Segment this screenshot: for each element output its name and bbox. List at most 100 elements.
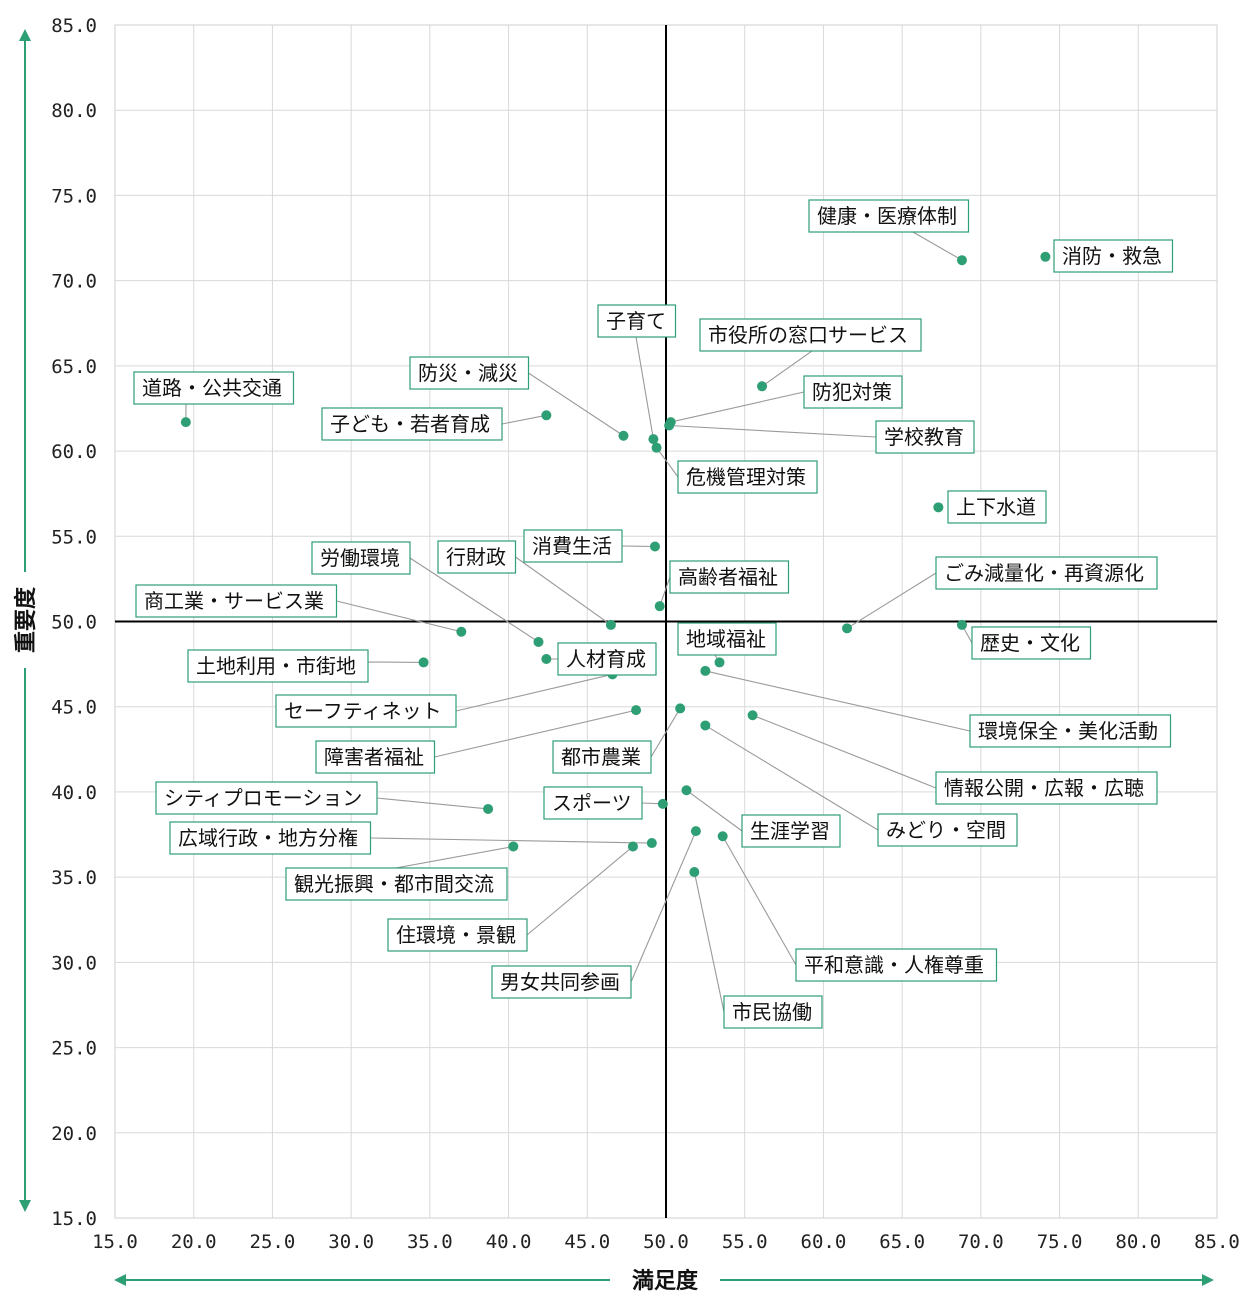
data-point <box>654 601 665 612</box>
leader-line <box>686 789 743 832</box>
leader-line <box>669 424 877 438</box>
data-point <box>649 541 660 552</box>
x-tick-label: 80.0 <box>1115 1231 1161 1253</box>
point-label-box <box>875 420 975 454</box>
point-label-box <box>877 813 1018 847</box>
point-label-box <box>437 540 517 574</box>
data-point <box>681 785 692 796</box>
point-label: 労働環境 <box>320 546 400 570</box>
y-tick-label: 65.0 <box>51 356 97 378</box>
data-points <box>180 251 1051 878</box>
point-label-box <box>135 584 338 618</box>
point-label-box <box>321 407 503 441</box>
point-label-box <box>969 714 1172 748</box>
x-tick-label: 25.0 <box>250 1231 296 1253</box>
point-label-box <box>155 781 378 815</box>
point-label: 歴史・文化 <box>980 631 1080 655</box>
data-point <box>842 623 853 634</box>
point-label-box <box>315 740 436 774</box>
y-tick-label: 35.0 <box>51 867 97 889</box>
leader-line <box>635 321 654 440</box>
point-label: 障害者福祉 <box>324 745 424 769</box>
point-label: 道路・公共交通 <box>142 376 282 400</box>
point-label-box <box>552 740 652 774</box>
leader-line <box>722 835 797 966</box>
point-label: 情報公開・広報・広聴 <box>944 776 1144 800</box>
point-label-box <box>723 995 823 1029</box>
data-point <box>541 410 552 421</box>
leader-line <box>336 600 462 633</box>
data-point <box>956 255 967 266</box>
leader-line <box>650 708 681 758</box>
point-label-box <box>677 622 777 656</box>
x-tick-label: 15.0 <box>92 1231 138 1253</box>
point-label: シティプロモーション <box>164 786 362 810</box>
y-tick-label: 45.0 <box>51 697 97 719</box>
point-label: 高齢者福祉 <box>678 565 778 589</box>
axis-titles: 満足度 重要度 <box>11 29 1214 1293</box>
point-label-box <box>677 460 818 494</box>
point-label-box <box>409 356 530 390</box>
point-label-box <box>947 490 1047 524</box>
point-label-box <box>387 918 528 952</box>
x-tick-label: 35.0 <box>407 1231 453 1253</box>
data-point <box>618 430 629 441</box>
point-label-box <box>971 626 1092 660</box>
point-label: 地域福祉 <box>686 627 766 651</box>
data-point <box>456 626 467 637</box>
x-tick-label: 70.0 <box>958 1231 1004 1253</box>
data-point <box>483 803 494 814</box>
leader-line <box>409 557 539 643</box>
point-label-box <box>597 304 677 338</box>
data-point <box>714 657 725 668</box>
data-point <box>689 867 700 878</box>
point-label-box <box>795 948 998 982</box>
point-label-box <box>275 694 457 728</box>
x-tick-label: 55.0 <box>722 1231 768 1253</box>
x-axis-arrow-right-icon <box>1202 1274 1214 1286</box>
data-point <box>700 665 711 676</box>
data-point <box>651 442 662 453</box>
tick-labels: 15.0 20.0 25.0 30.0 35.0 40.0 45.0 50.0 55.0 60.0… <box>51 15 1240 1253</box>
leader-line <box>621 545 655 548</box>
leader-line <box>670 391 805 423</box>
leader-line <box>376 797 489 810</box>
data-point <box>627 841 638 852</box>
data-point <box>664 420 675 431</box>
data-point <box>605 619 616 630</box>
x-tick-label: 85.0 <box>1194 1231 1240 1253</box>
x-tick-label: 50.0 <box>643 1231 689 1253</box>
point-label-box <box>491 965 632 999</box>
leader-line <box>705 670 971 732</box>
point-label: 都市農業 <box>561 745 641 769</box>
point-label-box <box>187 649 369 683</box>
y-tick-label: 50.0 <box>51 612 97 634</box>
point-label: 防犯対策 <box>812 380 892 404</box>
leader-line <box>370 837 652 844</box>
y-tick-label: 40.0 <box>51 782 97 804</box>
point-label: ごみ減量化・再資源化 <box>944 561 1144 585</box>
y-tick-label: 85.0 <box>51 15 97 37</box>
leader-line <box>434 709 637 758</box>
data-point <box>956 619 967 630</box>
point-label-box <box>133 371 295 405</box>
point-label: 人材育成 <box>566 647 646 671</box>
x-tick-label: 75.0 <box>1037 1231 1083 1253</box>
leader-line <box>656 447 679 478</box>
y-tick-label: 80.0 <box>51 100 97 122</box>
point-label: 健康・医療体制 <box>817 204 957 228</box>
leader-line <box>501 414 547 425</box>
point-label-box <box>311 541 411 575</box>
y-tick-label: 75.0 <box>51 185 97 207</box>
point-label: セーフティネット <box>284 699 442 723</box>
y-tick-label: 20.0 <box>51 1123 97 1145</box>
data-point <box>717 831 728 842</box>
point-label: 土地利用・市街地 <box>196 654 356 678</box>
point-label-box <box>543 786 643 820</box>
point-label-box <box>741 814 841 848</box>
data-point <box>757 381 768 392</box>
point-label-box <box>699 318 922 352</box>
point-label: 子ども・若者育成 <box>330 412 490 436</box>
data-point <box>541 653 552 664</box>
